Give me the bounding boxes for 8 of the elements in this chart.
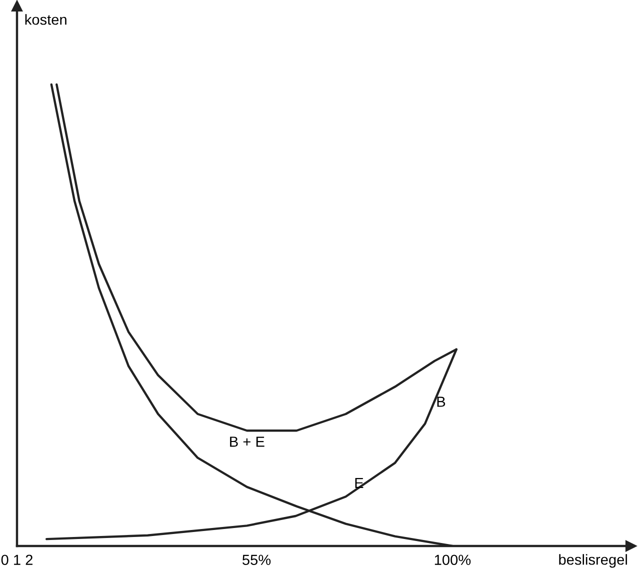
- x-tick-label: 100%: [434, 554, 471, 566]
- x-axis-title: beslisregel: [559, 554, 627, 568]
- y-axis-title: kosten: [25, 14, 66, 25]
- annotation: E: [355, 478, 364, 488]
- annotation: B + E: [230, 436, 264, 447]
- annotation: B: [437, 396, 446, 407]
- x-tick-label: 0 1 2: [1, 554, 32, 566]
- x-tick-label: 55%: [242, 554, 271, 566]
